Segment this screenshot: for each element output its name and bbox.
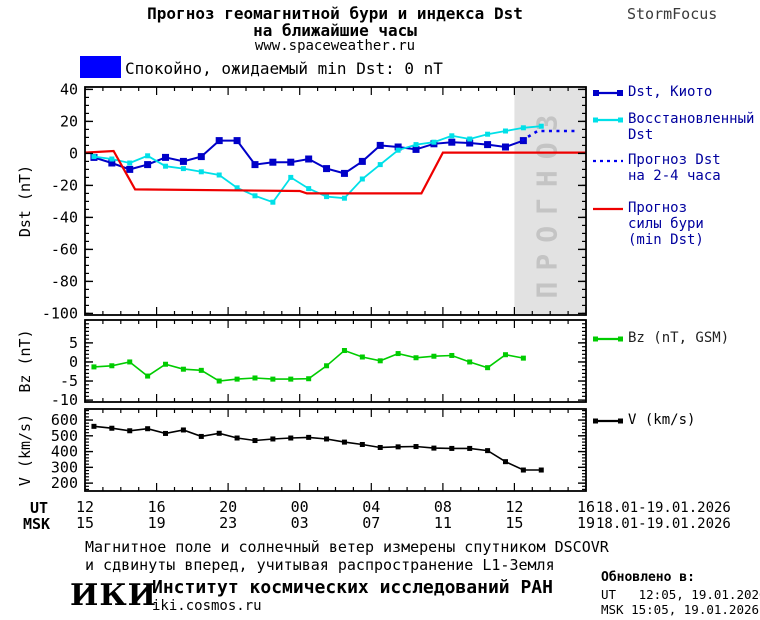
bz-frame (84, 319, 587, 403)
legend-label: Прогноз (628, 200, 688, 216)
source-url: www.spaceweather.ru (254, 38, 416, 54)
v-ylabel: V (km/s) (16, 414, 34, 486)
y-tick-label: 0 (69, 353, 78, 371)
y-tick-label: -5 (60, 372, 78, 390)
x-tick-label-ut: 08 (434, 498, 452, 516)
legend-storm-forecast: Прогноз силы бури (min Dst) (592, 200, 704, 248)
legend-label: Прогноз Dst (628, 152, 721, 168)
xaxis-ut-label: UT (30, 499, 49, 517)
x-tick-label-ut: 16 (148, 498, 166, 516)
footer-note-line2: и сдвинуты вперед, учитывая распростране… (85, 556, 555, 574)
dst-forecast-legend-marker (592, 154, 624, 172)
dst-forecast-2-4h-series (520, 129, 579, 142)
dst-kyoto-legend-marker (592, 86, 624, 104)
dst-frame (84, 86, 587, 316)
quiet-status-label: Спокойно, ожидаемый min Dst: 0 nT (125, 59, 443, 78)
x-tick-label-msk: 07 (362, 514, 380, 532)
x-tick-label-msk: 11 (434, 514, 452, 532)
xaxis-date-msk: 18.01-19.01.2026 (596, 516, 731, 532)
dst-ylabel: Dst (nT) (16, 165, 34, 237)
iki-logo: ИКИ (70, 578, 157, 613)
y-tick-label: 300 (51, 458, 78, 476)
v-series (93, 425, 542, 471)
institute-site: iki.cosmos.ru (152, 598, 262, 614)
y-tick-label: 40 (60, 80, 78, 98)
legend-dst-restored: Восстановленный Dst (592, 111, 754, 143)
y-tick-label: 400 (51, 443, 78, 461)
y-tick-label: -80 (51, 272, 78, 290)
bz-legend-marker (592, 332, 624, 350)
page-subtitle: на ближайшие часы (253, 21, 417, 40)
updated-msk: MSK 15:05, 19.01.2026 (601, 602, 760, 617)
x-tick-label-ut: 12 (76, 498, 94, 516)
x-tick-label-msk: 19 (148, 514, 166, 532)
x-tick-label-msk: 19 (577, 514, 595, 532)
v-frame (84, 408, 587, 492)
bz-ylabel: Bz (nT) (16, 329, 34, 392)
y-tick-label: -40 (51, 208, 78, 226)
y-tick-label: 5 (69, 334, 78, 352)
xaxis-date-ut: 18.01-19.01.2026 (596, 500, 731, 516)
bz-chart: 50-5-10 (51, 319, 587, 409)
y-tick-label: -100 (42, 304, 78, 322)
footer-note-line1: Магнитное поле и солнечный ветер измерен… (85, 538, 609, 556)
storm-forecast-legend-marker (592, 202, 624, 220)
x-tick-label-msk: 15 (505, 514, 523, 532)
legend-label: V (km/s) (628, 412, 696, 428)
v-legend-marker (592, 414, 624, 432)
x-tick-label-ut: 20 (219, 498, 237, 516)
x-tick-label-msk: 03 (291, 514, 309, 532)
y-tick-label: -10 (51, 391, 78, 409)
legend-label: (min Dst) (628, 232, 704, 248)
legend-label: Dst (628, 127, 654, 143)
x-tick-label-msk: 23 (219, 514, 237, 532)
dst-restored-legend-marker (592, 113, 624, 131)
y-tick-label: 500 (51, 427, 78, 445)
legend-label: Dst, Киото (628, 84, 713, 100)
legend-label: силы бури (628, 216, 704, 232)
legend-bz: Bz (nT, GSM) (592, 330, 729, 350)
legend-label: Bz (nT, GSM) (628, 330, 730, 346)
updated-ut: UT 12:05, 19.01.2026 (601, 587, 760, 602)
legend-dst-forecast: Прогноз Dst на 2-4 часа (592, 152, 721, 184)
institute-name: Институт космических исследований РАН (152, 577, 553, 598)
x-tick-label-ut: 00 (291, 498, 309, 516)
y-tick-label: 20 (60, 112, 78, 130)
storm-forecast-series (84, 149, 586, 195)
y-tick-label: 200 (51, 474, 78, 492)
y-tick-label: -20 (51, 176, 78, 194)
x-tick-label-ut: 12 (505, 498, 523, 516)
legend-label: Восстановленный (628, 111, 755, 127)
forecast-region-label: ПРОГНОЗ (530, 103, 563, 298)
legend-v: V (km/s) (592, 412, 695, 432)
y-tick-label: -60 (51, 240, 78, 258)
brand-label: StormFocus (627, 5, 718, 23)
forecast-region (514, 88, 585, 314)
dst-chart: ПРОГНОЗ 40 20 0 -20 -40 -60 -80 -100 (42, 80, 587, 322)
quiet-status-box (80, 56, 121, 78)
x-tick-label-ut: 04 (362, 498, 380, 516)
y-tick-label: 600 (51, 411, 78, 429)
y-tick-label: 0 (69, 144, 78, 162)
x-tick-label-msk: 15 (76, 514, 94, 532)
page-title: Прогноз геомагнитной бури и индекса Dst (147, 4, 523, 23)
legend-dst-kyoto: Dst, Киото (592, 84, 712, 104)
xaxis-msk-label: MSK (23, 515, 51, 533)
updated-title: Обновлено в: (601, 570, 695, 585)
legend-label: на 2-4 часа (628, 168, 721, 184)
x-tick-label-ut: 16 (577, 498, 595, 516)
